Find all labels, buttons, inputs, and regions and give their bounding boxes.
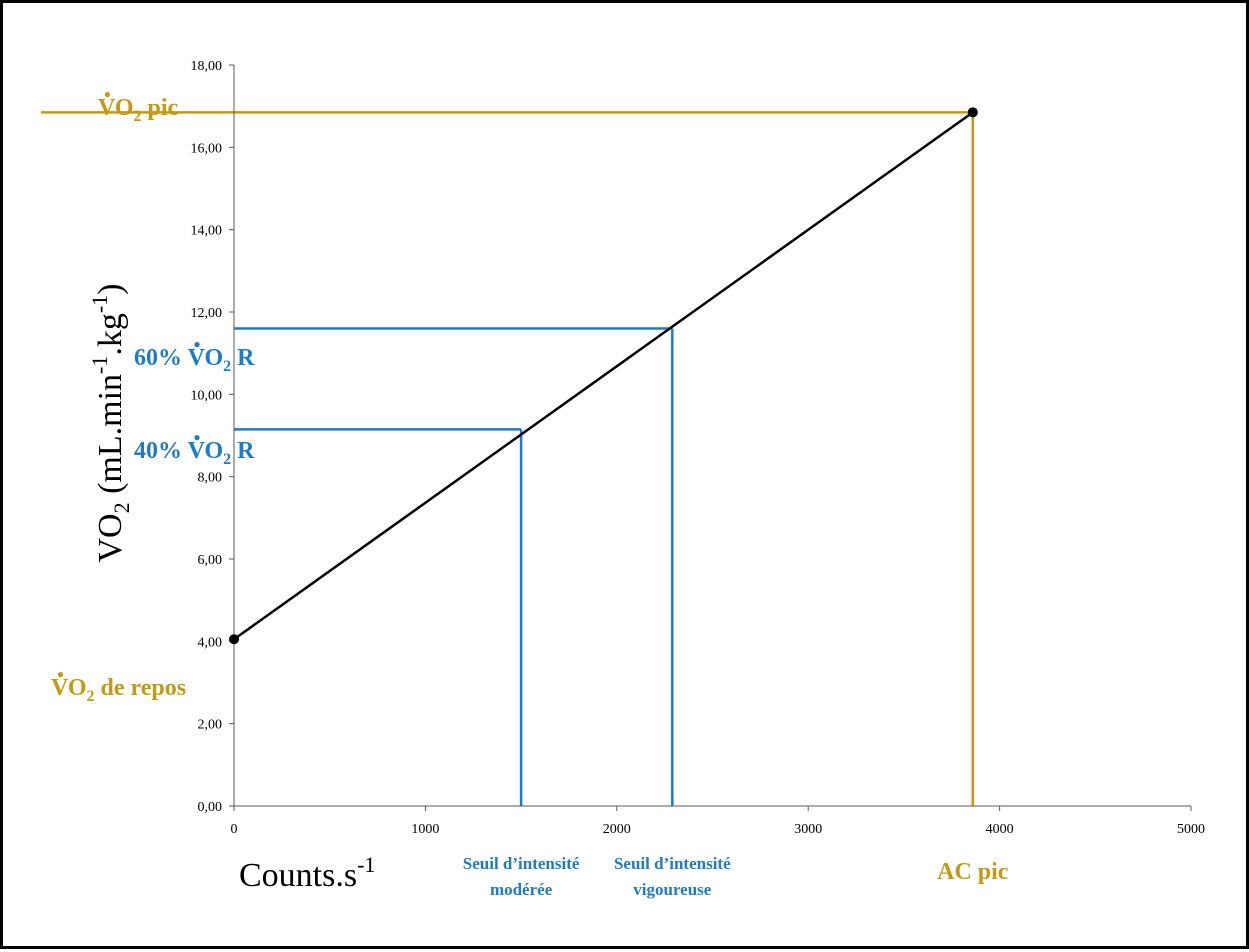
annotation-o: O (204, 345, 223, 371)
x-axis-title-sup: -1 (357, 852, 375, 877)
y-axis-title-unit: (mL.min (92, 374, 129, 502)
chart-svg: 0,00 2,00 4,00 6,00 8,00 10,00 12,00 14,00 16,00… (41, 59, 1205, 899)
data-point (229, 634, 239, 645)
dot-accent (57, 672, 64, 678)
x-annotation-line: Seuil d’intensité (463, 854, 580, 873)
annotation-label-vo2r-40: 40% VO2 R (134, 438, 255, 468)
dot-accent (194, 342, 200, 348)
x-axis-title-base: Counts.s (239, 857, 357, 894)
y-tick-label: 0,00 (198, 800, 223, 815)
x-annotation-label: Seuil d’intensité modérée (463, 854, 580, 899)
y-tick-label: 16,00 (191, 141, 223, 156)
y-tick-label: 6,00 (198, 553, 223, 568)
x-annotation-label: AC pic (937, 859, 1009, 885)
y-tick-label: 10,00 (191, 388, 223, 403)
axes: 0,00 2,00 4,00 6,00 8,00 10,00 12,00 14,00 16,00… (87, 59, 1205, 894)
x-tick-label: 2000 (603, 822, 631, 837)
annotation-prefix: 60% (134, 345, 188, 371)
dot-accent (104, 92, 111, 98)
annotation-suffix: de repos (95, 675, 187, 701)
y-axis-title-vo: VO (92, 513, 129, 562)
annotation-suffix: pic (142, 95, 179, 121)
y-tick-label: 12,00 (191, 306, 223, 321)
x-tick-label: 1000 (411, 822, 439, 837)
annotation-sub: 2 (134, 108, 142, 125)
annotation-v: V (98, 95, 116, 121)
y-axis-title-sup: -1 (87, 295, 112, 313)
x-tick-label: 0 (231, 822, 238, 837)
y-tick-label: 2,00 (198, 718, 223, 733)
data-point (967, 107, 978, 118)
x-annotation-line: Seuil d’intensité (614, 854, 731, 873)
x-annotation-line: modérée (490, 880, 553, 899)
annotation-suffix: R (231, 345, 255, 371)
series-line (233, 111, 974, 641)
annotation-label-vo2-pic: VO2 pic (98, 95, 179, 125)
y-axis-title-sub: 2 (109, 502, 134, 513)
y-tick-label: 4,00 (198, 635, 223, 650)
annotation-prefix: 40% (134, 438, 188, 464)
y-tick-label: 8,00 (198, 471, 223, 486)
annotation-sub: 2 (223, 451, 231, 468)
annotation-sub: 2 (223, 358, 231, 375)
annotation-label-vo2r-60: 60% VO2 R (134, 345, 255, 375)
x-annotation-label: Seuil d’intensité vigoureuse (614, 854, 731, 899)
y-axis-title-sup: -1 (87, 356, 112, 374)
annotation-label-vo2-repos: VO2 de repos (51, 675, 186, 705)
annotation-o: O (68, 675, 87, 701)
annotation-o: O (204, 438, 223, 464)
annotation-sub: 2 (87, 688, 95, 705)
x-annotation-line: vigoureuse (633, 880, 712, 899)
y-axis-title: VO2 (mL.min-1.kg-1) (87, 283, 134, 562)
annotation-o: O (115, 95, 134, 121)
annotation-v: V (188, 438, 206, 464)
annotation-v: V (51, 675, 69, 701)
dot-accent (194, 435, 200, 441)
x-axis-title: Counts.s-1 (239, 852, 375, 894)
annotation-v: V (188, 345, 206, 371)
y-tick-label: 14,00 (191, 224, 223, 239)
x-tick-label: 5000 (1177, 822, 1205, 837)
y-tick-label: 18,00 (191, 59, 223, 74)
data-series (229, 107, 978, 645)
x-tick-label: 4000 (986, 822, 1014, 837)
x-tick-label: 3000 (794, 822, 822, 837)
y-axis-title-unit: .kg (92, 313, 129, 356)
annotation-suffix: R (231, 438, 255, 464)
y-axis-title-unit: ) (92, 283, 129, 294)
reference-lines (41, 111, 975, 806)
